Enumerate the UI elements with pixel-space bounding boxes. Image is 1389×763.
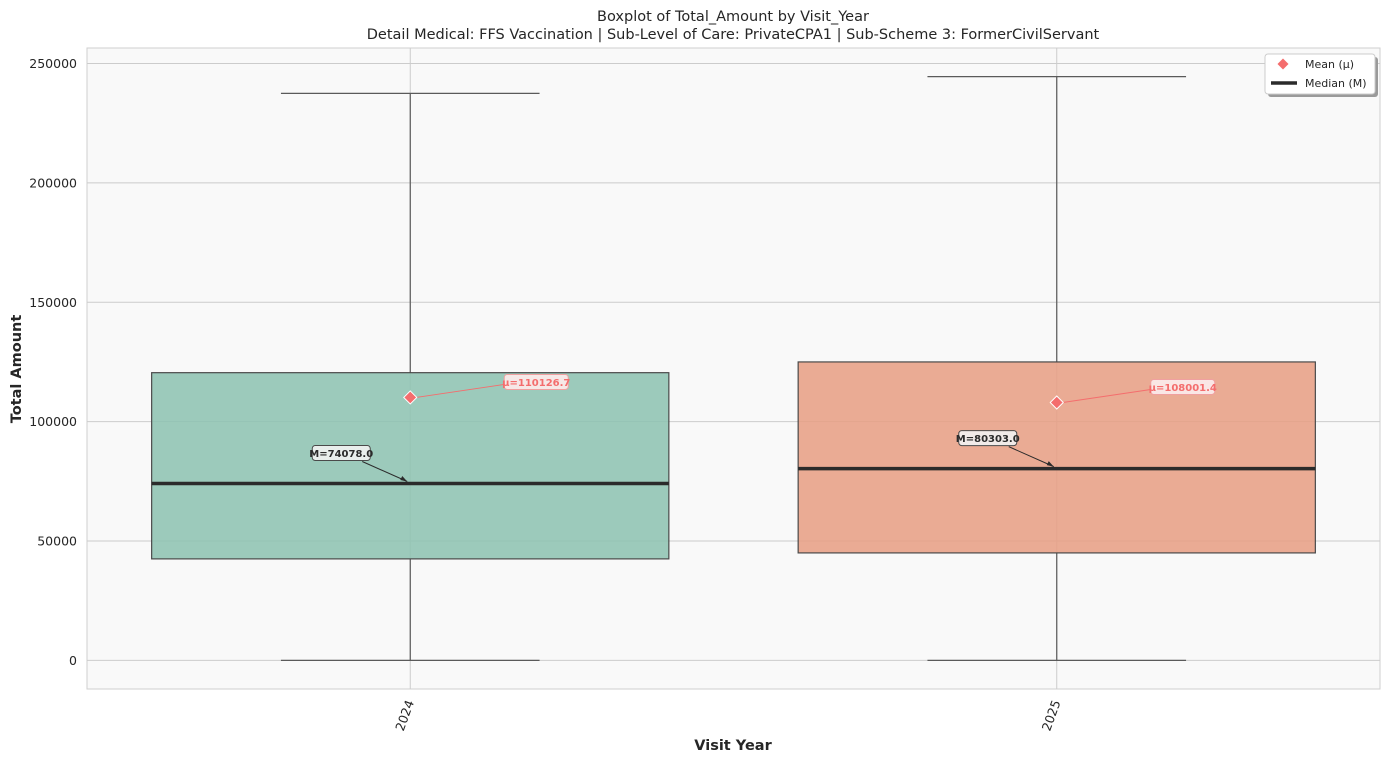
mean-marker [403,390,418,405]
x-axis-label: Visit Year [694,738,772,754]
y-tick-label: 150000 [29,295,77,310]
y-tick-label: 250000 [29,56,77,71]
chart-title: Boxplot of Total_Amount by Visit_Year [597,9,869,25]
mean-label: μ=108001.4 [1149,383,1217,394]
mean-label-box [1150,379,1216,396]
median-label-box [958,430,1018,447]
y-axis-label: Total Amount [9,315,25,424]
mean-arrow [416,383,505,398]
y-tick-label: 100000 [29,414,77,429]
legend-mean-marker [1277,58,1289,70]
y-tick-label: 200000 [29,175,77,190]
median-label: M=80303.0 [956,434,1020,445]
median-label-box [311,445,371,462]
mean-marker [1049,395,1064,410]
mean-label: μ=110126.7 [502,378,570,389]
median-arrow [362,461,408,482]
median-arrow [1008,446,1054,468]
y-tick-label: 50000 [37,533,77,548]
mean-label-box [503,373,569,390]
median-label: M=74078.0 [309,449,373,460]
y-tick-label: 0 [69,653,77,668]
box-group-2024: M=74078.0 μ=110126.7 [151,92,670,661]
median-arrowhead [1046,461,1054,467]
legend: Mean (μ) Median (M) [1264,53,1378,97]
box-body [797,361,1316,554]
median-arrowhead [400,476,408,482]
box-group-2025: M=80303.0 μ=108001.4 [797,76,1316,661]
mean-arrow [1062,389,1151,404]
box-series: M=74078.0 μ=110126.7 M=80303.0 μ=108001.4 [151,76,1316,661]
chart-subtitle: Detail Medical: FFS Vaccination | Sub-Le… [367,27,1100,43]
legend-mean-label: Mean (μ) [1305,58,1354,71]
legend-median-label: Median (M) [1305,77,1367,90]
